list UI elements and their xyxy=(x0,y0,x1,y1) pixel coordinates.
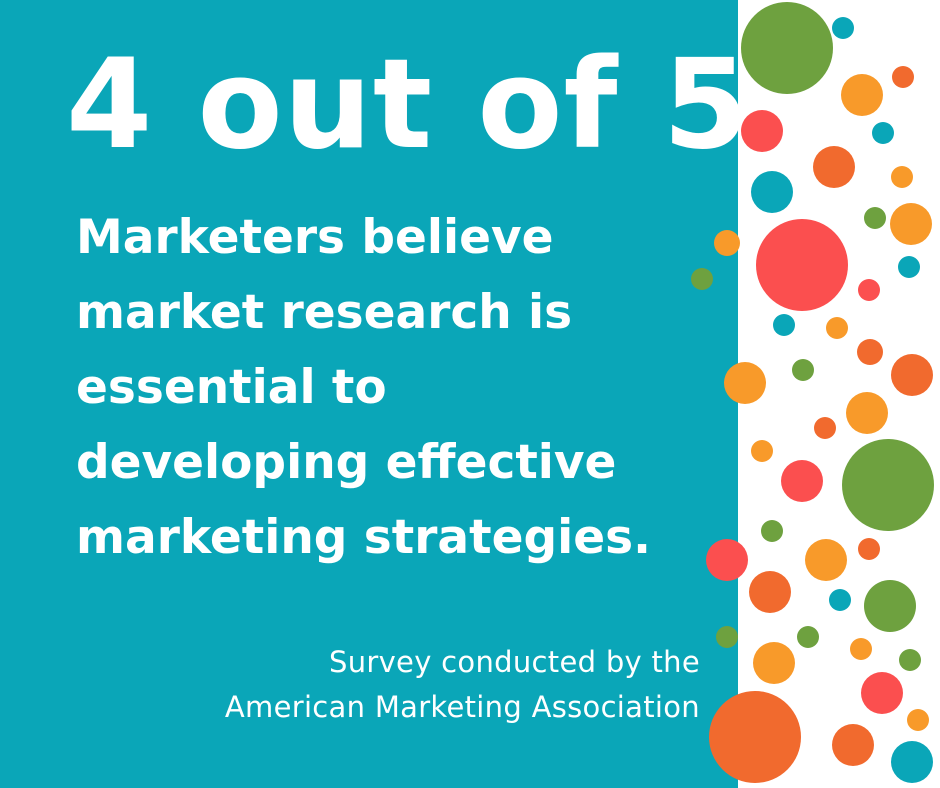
statement-line: developing effective xyxy=(76,435,617,490)
teal-panel xyxy=(0,0,738,788)
decorative-dot xyxy=(756,219,848,311)
decorative-dot xyxy=(907,709,929,731)
decorative-dot xyxy=(872,122,894,144)
decorative-dot xyxy=(864,580,916,632)
decorative-dot xyxy=(842,439,934,531)
decorative-dot xyxy=(751,440,773,462)
decorative-dot xyxy=(857,339,883,365)
decorative-dot xyxy=(891,166,913,188)
decorative-dot xyxy=(716,626,738,648)
decorative-dot xyxy=(858,279,880,301)
decorative-dot xyxy=(751,171,793,213)
statement-line: essential to xyxy=(76,360,387,415)
decorative-dot xyxy=(761,520,783,542)
decorative-dot xyxy=(709,691,801,783)
decorative-dot xyxy=(741,2,833,94)
decorative-dot xyxy=(841,74,883,116)
decorative-dot xyxy=(832,17,854,39)
decorative-dot xyxy=(892,66,914,88)
decorative-dot xyxy=(781,460,823,502)
decorative-dot xyxy=(850,638,872,660)
decorative-dot xyxy=(792,359,814,381)
decorative-dot xyxy=(846,392,888,434)
statement-line: Marketers believe xyxy=(76,210,554,265)
decorative-dot xyxy=(724,362,766,404)
decorative-dot xyxy=(898,256,920,278)
statement: Marketers believe market research is ess… xyxy=(76,200,651,575)
decorative-dot xyxy=(814,417,836,439)
decorative-dot xyxy=(890,203,932,245)
source-line: Survey conducted by the xyxy=(328,645,700,679)
decorative-dot xyxy=(832,724,874,766)
decorative-dot xyxy=(741,110,783,152)
headline-stat: 4 out of 5 xyxy=(66,33,750,177)
source-line: American Marketing Association xyxy=(224,690,700,724)
decorative-dot xyxy=(829,589,851,611)
source-credit: Survey conducted by the American Marketi… xyxy=(225,640,700,730)
decorative-dot xyxy=(773,314,795,336)
decorative-dot xyxy=(891,741,933,783)
decorative-dot xyxy=(826,317,848,339)
decorative-dot xyxy=(858,538,880,560)
statement-line: marketing strategies. xyxy=(76,510,651,565)
decorative-dot xyxy=(861,672,903,714)
decorative-dot xyxy=(813,146,855,188)
decorative-dot xyxy=(753,642,795,684)
decorative-dot xyxy=(749,571,791,613)
decorative-dot xyxy=(691,268,713,290)
decorative-dot xyxy=(864,207,886,229)
decorative-dot xyxy=(714,230,740,256)
decorative-dot xyxy=(899,649,921,671)
decorative-dot xyxy=(805,539,847,581)
statement-line: market research is xyxy=(76,285,573,340)
decorative-dot xyxy=(891,354,933,396)
decorative-dot xyxy=(797,626,819,648)
decorative-dot xyxy=(706,539,748,581)
